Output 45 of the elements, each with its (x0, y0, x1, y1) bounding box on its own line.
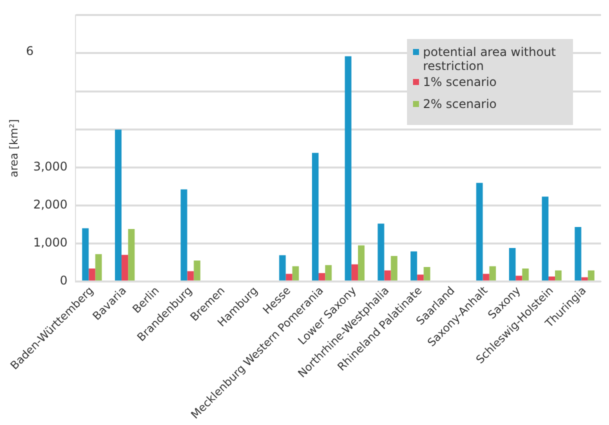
bar (548, 276, 556, 280)
bar (424, 266, 430, 280)
bar (279, 255, 286, 280)
bar (489, 266, 496, 280)
bar (410, 251, 418, 280)
bar (114, 130, 122, 280)
bar (378, 224, 384, 280)
y-axis-title: area [km²] (7, 119, 20, 178)
bar (122, 254, 128, 280)
bar (180, 189, 188, 280)
bar (417, 274, 424, 280)
bar (194, 260, 200, 280)
bar (128, 228, 135, 280)
bar (390, 256, 398, 280)
bar (522, 268, 529, 280)
bar (482, 274, 490, 280)
legend-label: 2% scenario (423, 97, 497, 112)
bar (325, 265, 332, 280)
bar (542, 196, 548, 280)
bar (95, 254, 102, 280)
bar (358, 245, 365, 280)
bar (555, 270, 562, 280)
bar (286, 274, 292, 280)
bar (292, 266, 299, 280)
bar (344, 56, 352, 280)
bar (516, 276, 522, 280)
legend-label: 1% scenario (423, 75, 497, 90)
text: 6 (26, 44, 34, 58)
bar (312, 152, 319, 280)
bar (476, 182, 483, 280)
bar (318, 273, 326, 280)
bar (384, 270, 391, 280)
bar (509, 248, 516, 280)
bar (351, 264, 358, 280)
y-tick-label: 2,000 (33, 198, 68, 212)
y-tick-label: 0 (60, 274, 68, 288)
y-tick-label: 1,000 (33, 236, 68, 250)
bar (574, 227, 582, 280)
bar (581, 277, 588, 280)
bar (82, 228, 89, 280)
legend-label: potential area without restriction (423, 45, 557, 74)
bar (187, 271, 194, 280)
bar (88, 268, 96, 280)
y-tick-label: 3,000 (33, 159, 68, 174)
bar (588, 270, 594, 280)
